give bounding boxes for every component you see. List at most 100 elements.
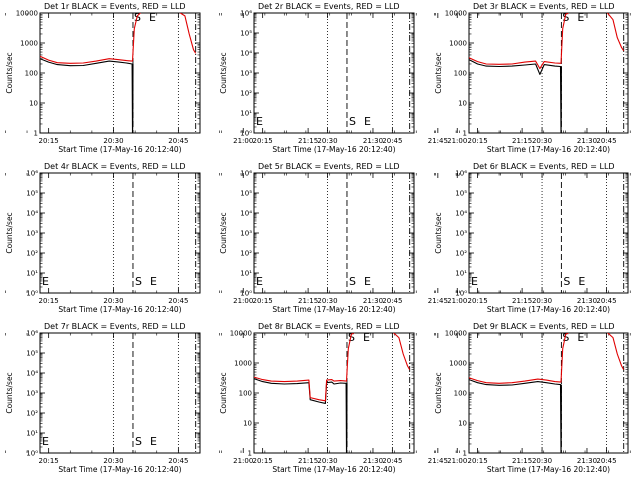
x-tick-label: 20:15: [253, 457, 273, 465]
y-tick-label: 10³: [240, 70, 252, 78]
panel-1r: Det 1r BLACK = Events, RED = LLD 1 10 100 10…: [5, 2, 460, 154]
x-tick-label: 21:15: [512, 137, 532, 145]
x-tick-label: 20:15: [39, 297, 59, 305]
x-tick-label: 20:45: [382, 457, 402, 465]
end-marker-label-left: E: [471, 275, 478, 288]
panel-5r: Det 5r BLACK = Events, RED = LLD 10⁰ 10¹ 10…: [219, 162, 631, 314]
plot-frame: [39, 172, 201, 294]
panel-6r: Det 6r BLACK = Events, RED = LLD 10⁰ 10¹ 10…: [434, 162, 629, 314]
y-tick-label: 10²: [26, 250, 38, 258]
x-tick-label: 20:30: [532, 297, 552, 305]
x-axis-title: Start Time (17-May-16 20:12:40): [58, 465, 181, 474]
y-tick-label: 10²: [26, 410, 38, 418]
y-tick-label: 10²: [240, 90, 252, 98]
y-tick-label: 10: [458, 420, 467, 428]
x-tick-label: 21:30: [363, 457, 383, 465]
y-tick-label: 1: [463, 130, 467, 138]
x-tick-label: 21:30: [577, 457, 597, 465]
y-tick-label: 10³: [240, 230, 252, 238]
x-axis-title: Start Time (17-May-16 20:12:40): [58, 145, 181, 154]
y-tick-label: 10⁶: [240, 10, 252, 18]
y-tick-label: 10⁴: [26, 370, 38, 378]
y-tick-label: 10⁰: [26, 290, 38, 298]
y-axis-title: Counts/sec: [219, 52, 228, 93]
panel-title: Det 5r BLACK = Events, RED = LLD: [258, 162, 400, 171]
y-tick-label: 10⁰: [240, 290, 252, 298]
x-tick-label: 21:30: [577, 137, 597, 145]
y-tick-label: 10³: [26, 390, 38, 398]
y-axis-title: Counts/sec: [219, 372, 228, 413]
y-axis-title: Counts/sec: [5, 52, 14, 93]
y-tick-label: 10⁵: [240, 190, 252, 198]
start-marker-label: S: [563, 275, 570, 288]
x-tick-label: 20:15: [253, 137, 273, 145]
y-tick-label: 10⁰: [455, 290, 467, 298]
y-tick-label: 1: [248, 450, 252, 458]
series-lld-line: [469, 13, 625, 70]
x-tick-label: 21:15: [512, 297, 532, 305]
x-tick-label: 20:30: [103, 297, 123, 305]
y-axis-title: Counts/sec: [434, 52, 443, 93]
y-tick-label: 10⁶: [455, 170, 467, 178]
x-tick-label: 20:45: [168, 457, 188, 465]
end-marker-label: E: [150, 435, 157, 448]
y-tick-label: 10⁵: [240, 30, 252, 38]
x-tick-label: 20:15: [253, 297, 273, 305]
x-tick-label: 20:30: [532, 137, 552, 145]
x-tick-label: 20:45: [382, 137, 402, 145]
y-tick-label: 10⁵: [26, 350, 38, 358]
x-tick-label: 21:00: [447, 297, 467, 305]
x-tick-label: 21:30: [363, 297, 383, 305]
panel-7r: Det 7r BLACK = Events, RED = LLD 10⁰ 10¹ 10…: [5, 322, 460, 474]
y-tick-label: 1000: [449, 360, 467, 368]
y-tick-label: 10¹: [26, 430, 38, 438]
series-group: [469, 13, 625, 133]
y-tick-label: 10¹: [455, 270, 467, 278]
panel-9r: Det 9r BLACK = Events, RED = LLD 1 10 100 10…: [434, 322, 629, 474]
y-tick-label: 1000: [234, 360, 252, 368]
x-tick-label: 21:15: [298, 297, 318, 305]
y-tick-label: 100: [239, 390, 252, 398]
y-tick-label: 10⁰: [26, 450, 38, 458]
panel-title: Det 3r BLACK = Events, RED = LLD: [473, 2, 615, 11]
y-tick-label: 10⁵: [455, 190, 467, 198]
start-marker-label: S: [562, 331, 569, 344]
y-tick-label: 10⁶: [240, 170, 252, 178]
x-tick-label: 21:45: [428, 457, 448, 465]
y-tick-label: 10²: [455, 250, 467, 258]
end-marker-label-left: E: [42, 435, 49, 448]
series-events-line: [469, 379, 562, 453]
end-marker-label-left: E: [256, 275, 263, 288]
plot-frame: [39, 12, 201, 134]
end-marker-label: E: [364, 275, 371, 288]
plot-frame: [253, 12, 415, 134]
start-marker-label: S: [348, 331, 355, 344]
x-axis-title: Start Time (17-May-16 20:12:40): [272, 305, 395, 314]
panel-2r: Det 2r BLACK = Events, RED = LLD 10⁰ 10¹ 10…: [219, 2, 631, 154]
x-tick-label: 21:00: [233, 137, 253, 145]
x-tick-label: 21:30: [363, 137, 383, 145]
x-tick-label: 21:45: [428, 137, 448, 145]
x-tick-label: 20:30: [103, 137, 123, 145]
y-tick-label: 100: [454, 70, 467, 78]
plot-frame: [253, 332, 415, 454]
series-lld-line: [40, 13, 197, 64]
plot-frame: [39, 332, 201, 454]
x-tick-label: 20:30: [317, 457, 337, 465]
x-axis-title: Start Time (17-May-16 20:12:40): [272, 465, 395, 474]
end-marker-label: E: [363, 331, 370, 344]
series-group: [40, 13, 197, 133]
y-axis-title: Counts/sec: [219, 212, 228, 253]
series-group: [254, 333, 411, 453]
panel-title: Det 2r BLACK = Events, RED = LLD: [258, 2, 400, 11]
y-tick-label: 10³: [26, 230, 38, 238]
x-tick-label: 20:45: [168, 137, 188, 145]
y-tick-label: 10⁴: [455, 210, 467, 218]
end-marker-label: E: [150, 275, 157, 288]
start-marker-label: S: [349, 115, 356, 128]
y-tick-label: 10⁴: [240, 210, 252, 218]
x-axis-title: Start Time (17-May-16 20:12:40): [58, 305, 181, 314]
x-tick-label: 20:45: [382, 297, 402, 305]
start-marker-label: S: [562, 11, 569, 24]
